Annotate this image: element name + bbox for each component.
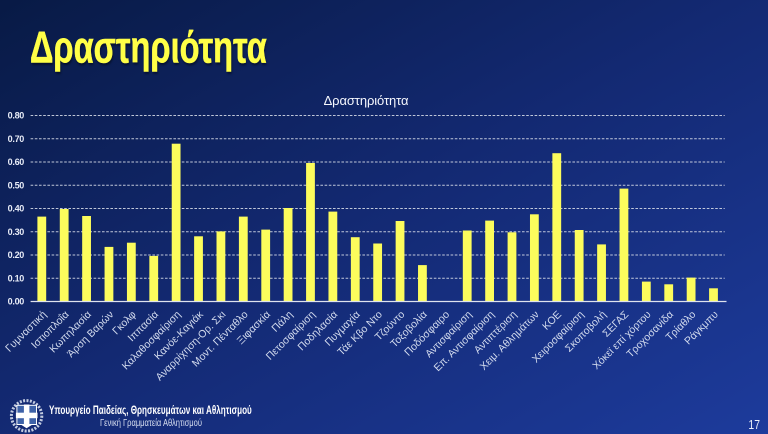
svg-text:0.10: 0.10: [8, 273, 25, 283]
svg-text:0.70: 0.70: [8, 134, 25, 144]
svg-text:0.00: 0.00: [8, 297, 25, 307]
svg-text:0.50: 0.50: [8, 180, 25, 190]
svg-text:0.40: 0.40: [8, 204, 25, 214]
svg-text:0.20: 0.20: [8, 250, 25, 260]
svg-text:0.30: 0.30: [8, 227, 25, 237]
svg-text:0.80: 0.80: [8, 111, 25, 121]
svg-text:0.60: 0.60: [8, 157, 25, 167]
